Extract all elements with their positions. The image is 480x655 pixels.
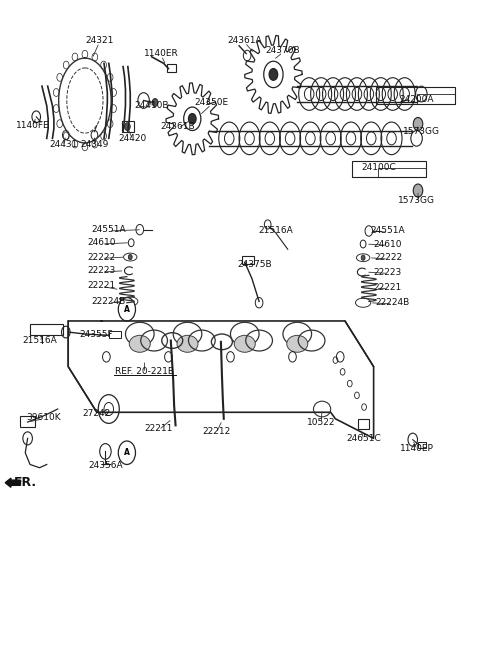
Text: 22224B: 22224B	[92, 297, 126, 306]
Text: 24610: 24610	[374, 240, 402, 248]
Bar	[419, 441, 426, 448]
Text: 24356A: 24356A	[88, 461, 123, 470]
Text: 24100C: 24100C	[361, 163, 396, 172]
Bar	[21, 415, 35, 427]
Text: 1140EP: 1140EP	[400, 443, 433, 453]
Bar	[30, 324, 63, 335]
Bar	[359, 419, 369, 428]
Text: A: A	[124, 305, 130, 314]
Text: 24431: 24431	[49, 140, 78, 149]
Ellipse shape	[177, 335, 198, 352]
Text: 21516A: 21516A	[22, 336, 57, 345]
Text: REF. 20-221B: REF. 20-221B	[115, 367, 174, 377]
Text: 1573GG: 1573GG	[398, 196, 435, 205]
Circle shape	[118, 441, 135, 464]
FancyArrow shape	[5, 478, 21, 487]
Text: 24361B: 24361B	[161, 122, 195, 131]
Circle shape	[118, 297, 135, 321]
Bar	[352, 160, 426, 178]
Ellipse shape	[287, 335, 308, 352]
Circle shape	[128, 254, 132, 259]
Bar	[121, 121, 133, 132]
Text: 24375B: 24375B	[237, 261, 272, 269]
Text: 24349: 24349	[80, 140, 108, 149]
Text: 22212: 22212	[202, 427, 230, 436]
Text: 24361A: 24361A	[228, 36, 262, 45]
Ellipse shape	[129, 335, 150, 352]
Text: 22221: 22221	[87, 280, 116, 290]
Text: A: A	[124, 448, 130, 457]
Text: 22224B: 22224B	[375, 298, 410, 307]
Text: 21516A: 21516A	[258, 227, 293, 235]
Text: 22222: 22222	[87, 253, 116, 261]
Circle shape	[152, 98, 158, 106]
Text: 24420: 24420	[119, 134, 147, 143]
Text: 24651C: 24651C	[347, 434, 382, 443]
Bar	[168, 64, 176, 72]
Text: 24551A: 24551A	[371, 227, 405, 235]
Text: 1140ER: 1140ER	[144, 49, 179, 58]
Text: 24350E: 24350E	[194, 98, 228, 107]
Text: 24200A: 24200A	[399, 95, 434, 103]
Text: 22221: 22221	[374, 282, 402, 291]
Bar	[109, 331, 120, 338]
Text: 27242: 27242	[83, 409, 111, 418]
Text: 24610: 24610	[87, 238, 116, 247]
Text: 22222: 22222	[374, 253, 402, 262]
Text: 1573GG: 1573GG	[403, 127, 440, 136]
Circle shape	[124, 122, 130, 130]
Circle shape	[189, 113, 196, 124]
Text: 10522: 10522	[307, 418, 336, 426]
Text: 22223: 22223	[87, 266, 116, 275]
Bar	[376, 87, 455, 103]
Circle shape	[269, 69, 278, 81]
Text: 24370B: 24370B	[265, 46, 300, 55]
Text: 1140FE: 1140FE	[15, 121, 49, 130]
Text: 24355F: 24355F	[79, 329, 113, 339]
Text: 22211: 22211	[144, 424, 173, 433]
Text: 24551A: 24551A	[92, 225, 126, 234]
Text: 39610K: 39610K	[26, 413, 60, 422]
Circle shape	[413, 184, 423, 197]
Text: 24410B: 24410B	[134, 102, 169, 110]
Bar	[242, 255, 254, 263]
Ellipse shape	[234, 335, 255, 352]
Circle shape	[413, 117, 423, 130]
Circle shape	[361, 255, 365, 260]
Text: 24321: 24321	[85, 36, 113, 45]
Text: FR.: FR.	[14, 476, 37, 489]
Text: 22223: 22223	[374, 267, 402, 276]
